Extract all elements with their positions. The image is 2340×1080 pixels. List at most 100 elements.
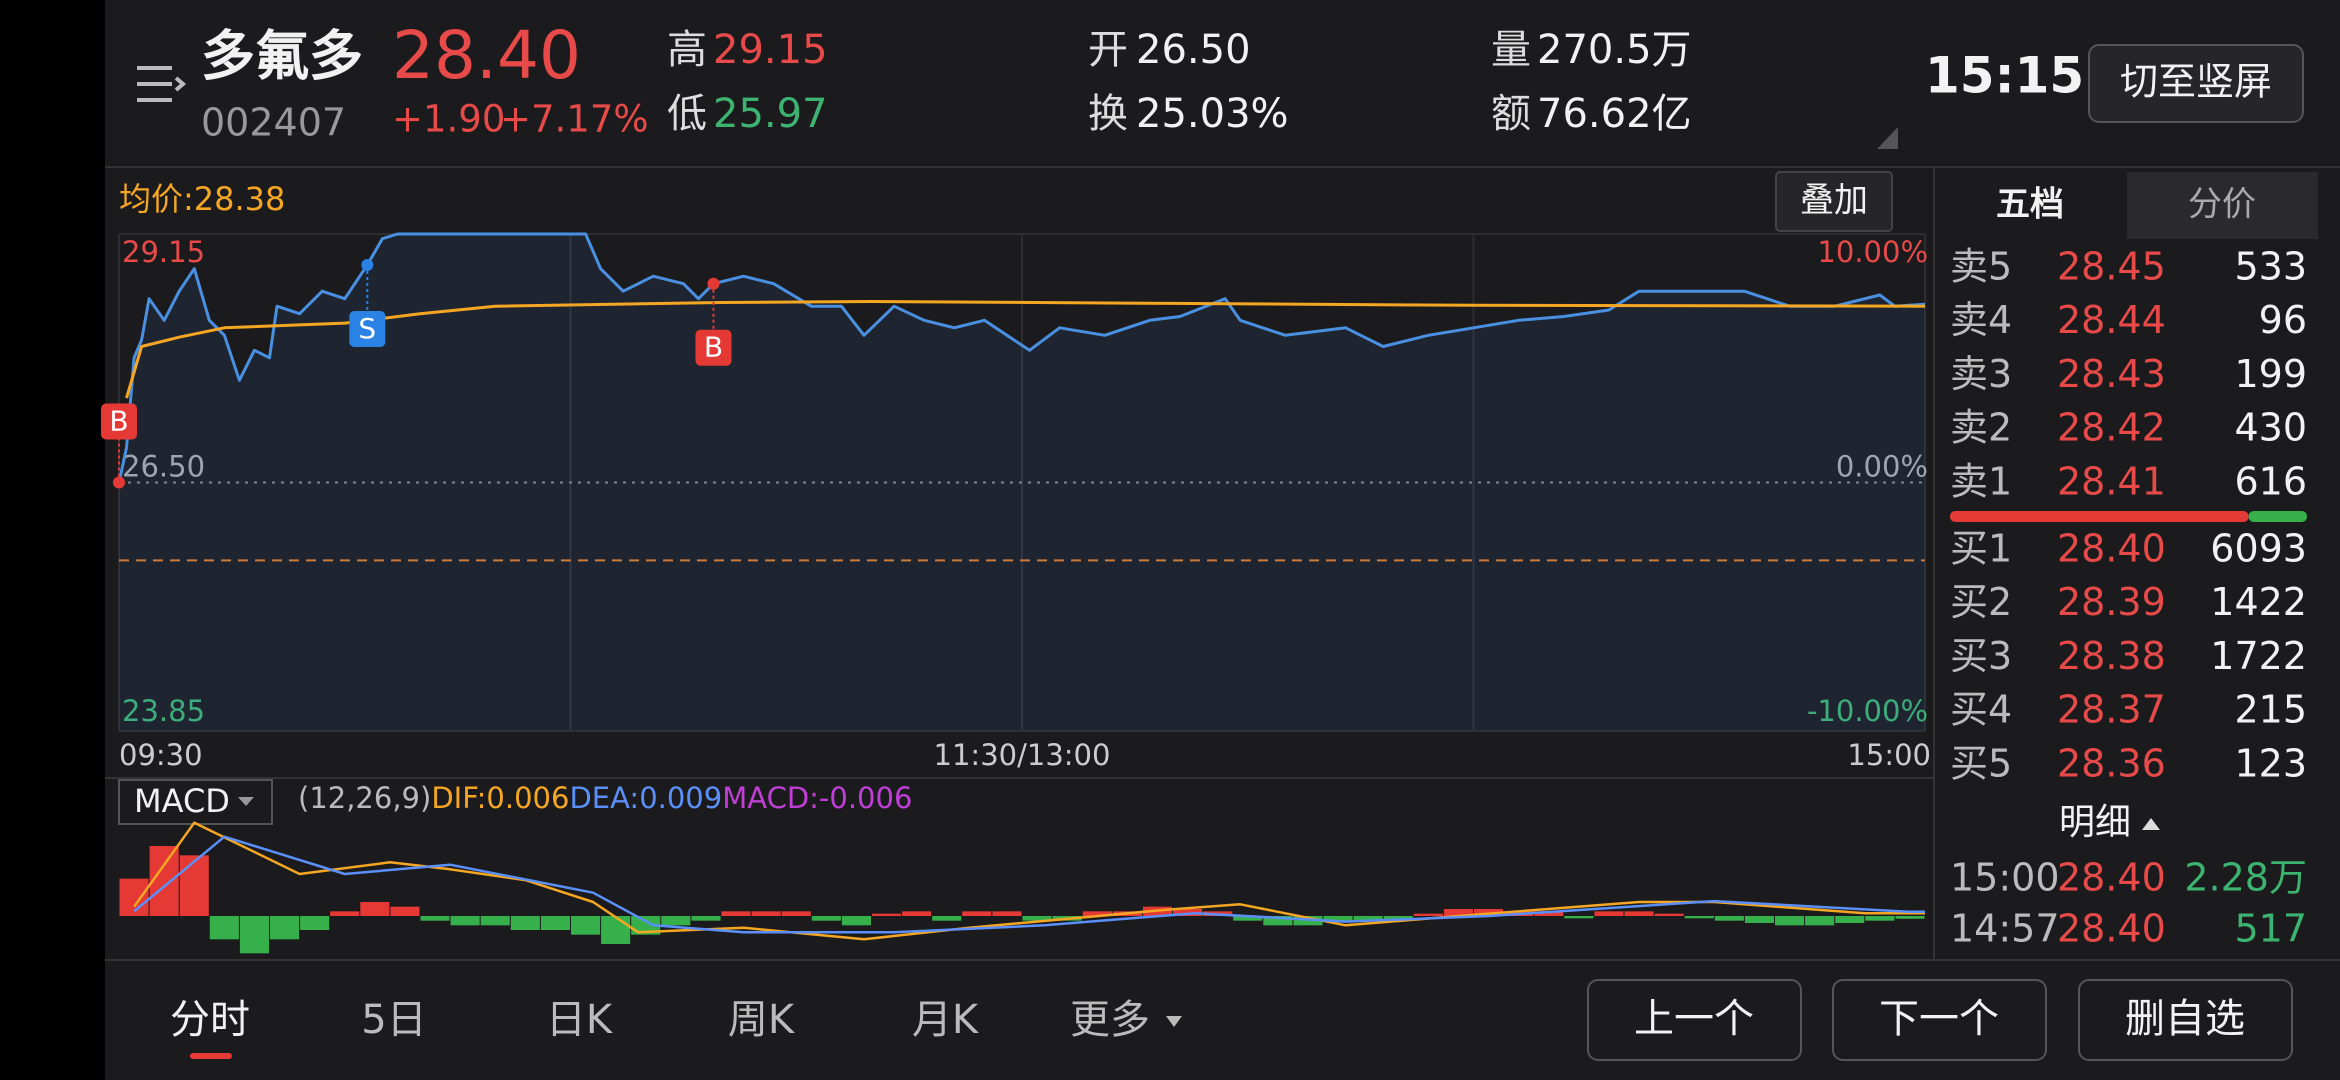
- period-tab[interactable]: 分时: [170, 997, 250, 1043]
- low-label: 低: [667, 91, 707, 137]
- y-tick-label: 26.50: [122, 450, 205, 484]
- ask-ratio-bar: [2248, 511, 2307, 522]
- clock: 15:15: [1925, 47, 2084, 105]
- detail-toggle[interactable]: 明细: [2059, 802, 2131, 843]
- macd-dropdown-arrow[interactable]: [238, 797, 254, 806]
- order-price: 28.39: [2057, 580, 2166, 624]
- order-price: 28.37: [2057, 688, 2166, 732]
- indicator-dif-label: DIF:0.006: [431, 781, 569, 815]
- price-change-pct: +7.17%: [500, 98, 649, 141]
- trade-time: 14:57: [1950, 907, 2060, 951]
- x-tick-label: 15:00: [1847, 738, 1931, 772]
- macd-bar: [1835, 916, 1865, 923]
- indicator-params: (12,26,9): [298, 781, 431, 815]
- open-value: 26.50: [1136, 27, 1251, 73]
- nav-button-label[interactable]: 删自选: [2125, 996, 2245, 1042]
- orientation-button[interactable]: [2088, 44, 2304, 123]
- order-volume: 96: [2259, 298, 2307, 342]
- order-volume: 1722: [2210, 634, 2307, 678]
- volume-label: 量: [1491, 27, 1531, 73]
- trade-marker-label: S: [358, 312, 376, 345]
- period-tab[interactable]: 5日: [361, 997, 426, 1043]
- period-tab[interactable]: 月K: [912, 997, 980, 1043]
- macd-bar: [390, 906, 420, 916]
- macd-bar: [239, 916, 269, 954]
- macd-bar: [1684, 916, 1714, 919]
- macd-bar: [1654, 913, 1684, 916]
- y2-tick-label: -10.00%: [1807, 694, 1928, 728]
- period-tab[interactable]: 更多: [1070, 997, 1150, 1043]
- stock-code: 002407: [201, 101, 346, 145]
- order-book-tab[interactable]: 分价: [2188, 185, 2256, 225]
- period-tab[interactable]: 周K: [728, 997, 796, 1043]
- nav-button-label[interactable]: 下一个: [1879, 996, 1999, 1042]
- macd-bar: [1594, 911, 1624, 916]
- order-label: 卖2: [1950, 406, 2012, 450]
- macd-selector-label[interactable]: MACD: [134, 782, 230, 820]
- tab-unselected-bg: [2127, 172, 2318, 239]
- indicator-macd-label: MACD:-0.006: [722, 781, 912, 815]
- order-label: 买5: [1950, 741, 2012, 785]
- period-tab[interactable]: 日K: [546, 997, 614, 1043]
- low-value: 25.97: [713, 91, 828, 137]
- more-arrow[interactable]: [1166, 1016, 1182, 1027]
- macd-bar: [540, 916, 570, 930]
- macd-bar: [1805, 916, 1835, 926]
- trade-marker-dot: [361, 258, 374, 271]
- y-tick-label: 29.15: [122, 235, 205, 269]
- macd-bar: [1353, 916, 1383, 921]
- macd-bar: [420, 916, 450, 921]
- nav-button[interactable]: [1832, 979, 2047, 1061]
- macd-bar: [1624, 911, 1654, 916]
- trade-marker-box: [101, 403, 137, 440]
- open-label: 开: [1088, 27, 1128, 73]
- macd-bar: [270, 916, 300, 940]
- order-price: 28.36: [2057, 741, 2166, 785]
- order-price: 28.44: [2057, 298, 2166, 342]
- detail-arrow[interactable]: [2142, 818, 2160, 830]
- macd-bar: [1413, 913, 1443, 916]
- high-label: 高: [667, 27, 707, 73]
- order-label: 卖1: [1950, 459, 2012, 503]
- last-price: 28.40: [392, 17, 581, 94]
- macd-bar: [841, 916, 871, 926]
- nav-button[interactable]: [2078, 979, 2293, 1061]
- x-tick-label: 09:30: [119, 738, 203, 772]
- app-background: [105, 0, 2340, 1080]
- macd-bar: [1534, 911, 1564, 916]
- order-volume: 430: [2234, 406, 2307, 450]
- order-price: 28.38: [2057, 634, 2166, 678]
- order-volume: 1422: [2210, 580, 2307, 624]
- macd-bar: [1082, 911, 1112, 916]
- menu-icon[interactable]: [137, 66, 187, 102]
- average-price-label: 均价:28.38: [119, 180, 285, 218]
- overlay-button-label[interactable]: 叠加: [1800, 181, 1868, 221]
- macd-bar: [811, 916, 841, 921]
- order-volume: 533: [2234, 245, 2307, 289]
- orientation-button-label[interactable]: 切至竖屏: [2120, 60, 2272, 104]
- order-price: 28.45: [2057, 245, 2166, 289]
- trade-price: 28.40: [2057, 907, 2166, 951]
- nav-button[interactable]: [1587, 979, 1802, 1061]
- stock-name: 多氟多: [201, 25, 363, 88]
- macd-indicators: (12,26,9)DIF:0.006DEA:0.009MACD:-0.006: [298, 781, 912, 815]
- trade-marker-box: [349, 310, 386, 347]
- macd-bar: [330, 911, 360, 916]
- y2-tick-label: 10.00%: [1817, 235, 1928, 269]
- order-book-tab[interactable]: 五档: [1996, 185, 2064, 225]
- price-area: [119, 234, 1925, 731]
- nav-button-label[interactable]: 上一个: [1634, 996, 1754, 1042]
- overlay-button[interactable]: [1775, 171, 1893, 232]
- trade-volume: 2.28万: [2184, 856, 2307, 900]
- active-tab-underline: [190, 1053, 232, 1059]
- y2-tick-label: 0.00%: [1836, 450, 1928, 484]
- macd-bar: [480, 916, 510, 926]
- dif-line: [133, 821, 1925, 941]
- macd-bar: [721, 911, 751, 916]
- order-price: 28.43: [2057, 352, 2166, 396]
- macd-bar: [781, 911, 811, 916]
- macd-bar: [902, 911, 932, 916]
- turnover-value: 25.03%: [1136, 91, 1289, 137]
- order-label: 卖3: [1950, 352, 2012, 396]
